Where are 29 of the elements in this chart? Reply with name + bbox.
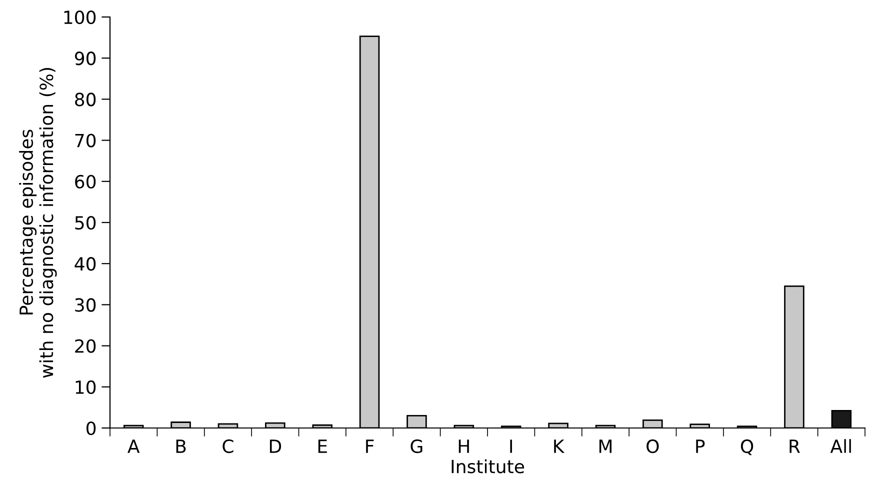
y-tick-label: 50 — [75, 216, 96, 230]
x-tick-label: C — [222, 439, 234, 454]
x-tick-label: All — [830, 439, 851, 453]
x-tick-label: A — [128, 440, 140, 453]
x-tick-label: B — [176, 440, 186, 453]
y-tick-label: 20 — [75, 339, 96, 353]
y-tick-label: 60 — [75, 174, 96, 189]
y-tick-label: 80 — [75, 92, 96, 106]
x-tick-label: H — [458, 440, 469, 453]
y-tick-label: 10 — [76, 380, 96, 394]
x-tick-label: F — [366, 440, 374, 453]
x-tick-label: O — [646, 439, 659, 454]
x-tick-label: R — [790, 440, 800, 453]
y-tick-label: 100 — [64, 10, 96, 24]
y-tick-label: 30 — [75, 298, 96, 312]
y-tick-label: 90 — [74, 52, 96, 66]
x-tick-label: Q — [740, 439, 754, 456]
y-axis-title: Percentage episodes with no diagnostic information (%) — [19, 68, 57, 378]
x-tick-label: K — [554, 440, 565, 453]
x-tick-label: E — [318, 440, 327, 453]
x-tick-label: G — [410, 439, 422, 454]
y-tick-label: 40 — [74, 257, 96, 271]
x-tick-label: I — [510, 440, 512, 453]
y-tick-label: 70 — [75, 134, 96, 148]
x-tick-label: D — [270, 440, 282, 453]
y-tick-label: 0 — [86, 421, 96, 436]
x-tick-label: M — [599, 440, 612, 453]
x-axis-title: Institute — [452, 459, 524, 474]
x-tick-label: P — [696, 440, 705, 453]
